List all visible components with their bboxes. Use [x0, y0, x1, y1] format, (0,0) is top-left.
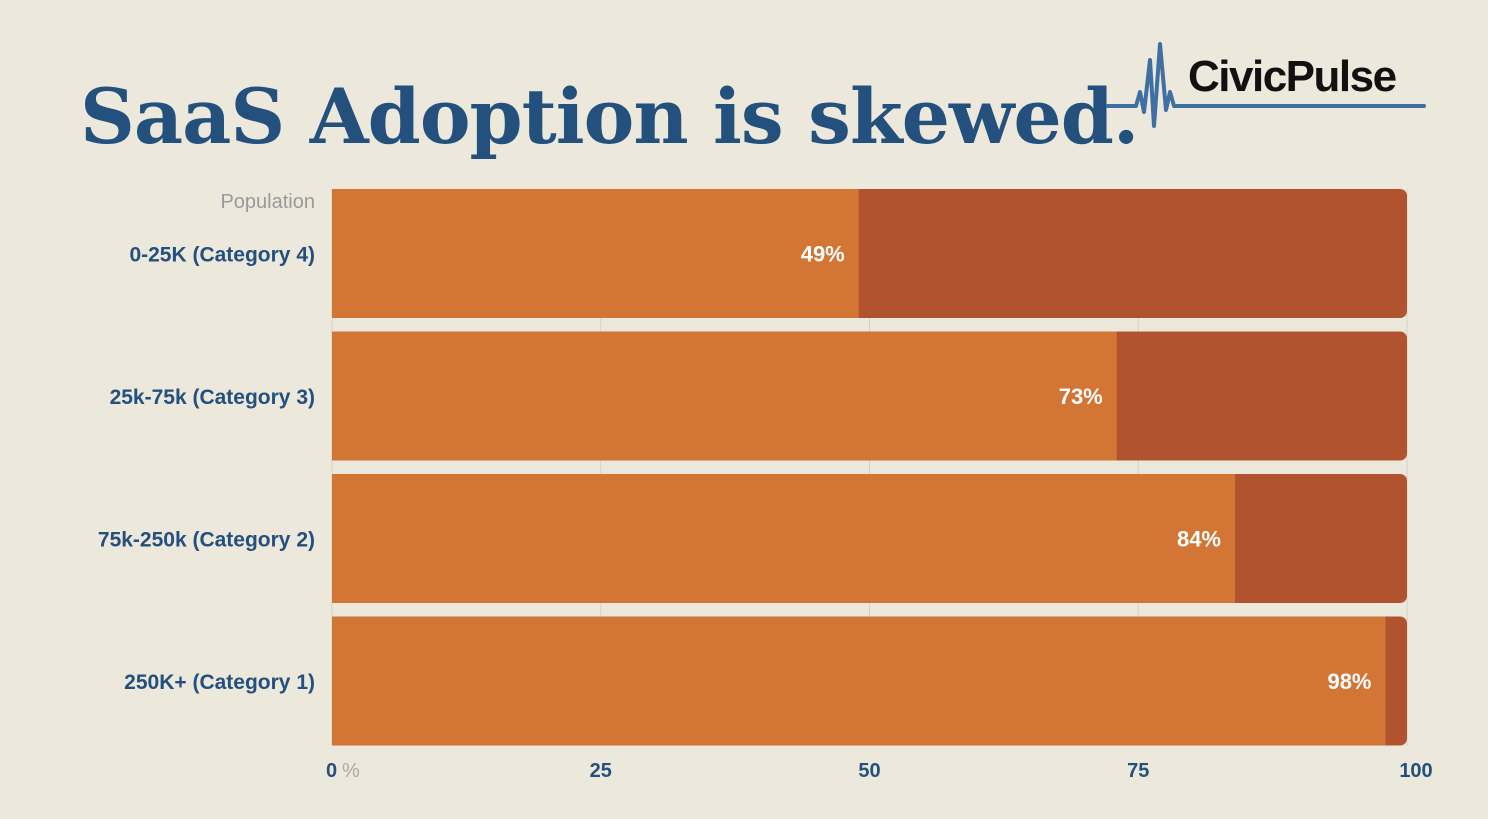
category-label: 25k-75k (Category 3): [110, 386, 315, 409]
bar-adopted: [332, 474, 1235, 603]
civicpulse-logo: CivicPulse: [1106, 40, 1428, 132]
chart-title: SaaS Adoption is skewed.: [80, 72, 1139, 161]
x-tick-label: 25: [590, 760, 612, 782]
heartbeat-line-icon: [1106, 42, 1426, 128]
category-label: 0-25K (Category 4): [129, 244, 315, 267]
data-label: 49%: [801, 242, 845, 267]
data-label: 73%: [1059, 384, 1103, 409]
x-tick-label: 0: [326, 760, 337, 782]
bar-adopted: [332, 189, 859, 318]
bar-adopted: [332, 616, 1386, 746]
data-label: 84%: [1177, 527, 1221, 552]
population-axis-label: Population: [220, 191, 315, 213]
x-tick-label: 100: [1399, 760, 1432, 782]
bars: [332, 189, 1407, 746]
x-axis-unit: %: [342, 760, 360, 782]
bar-adopted: [332, 331, 1117, 461]
x-tick-label: 50: [858, 760, 880, 782]
category-label: 250K+ (Category 1): [124, 671, 315, 694]
chart-labels: 49% 0-25K (Category 4) 73% 25k-75k (Categor…: [98, 191, 1433, 782]
logo-wordmark: CivicPulse: [1188, 52, 1397, 101]
category-label: 75k-250k (Category 2): [98, 529, 315, 552]
x-tick-label: 75: [1127, 760, 1149, 782]
data-label: 98%: [1327, 669, 1371, 694]
